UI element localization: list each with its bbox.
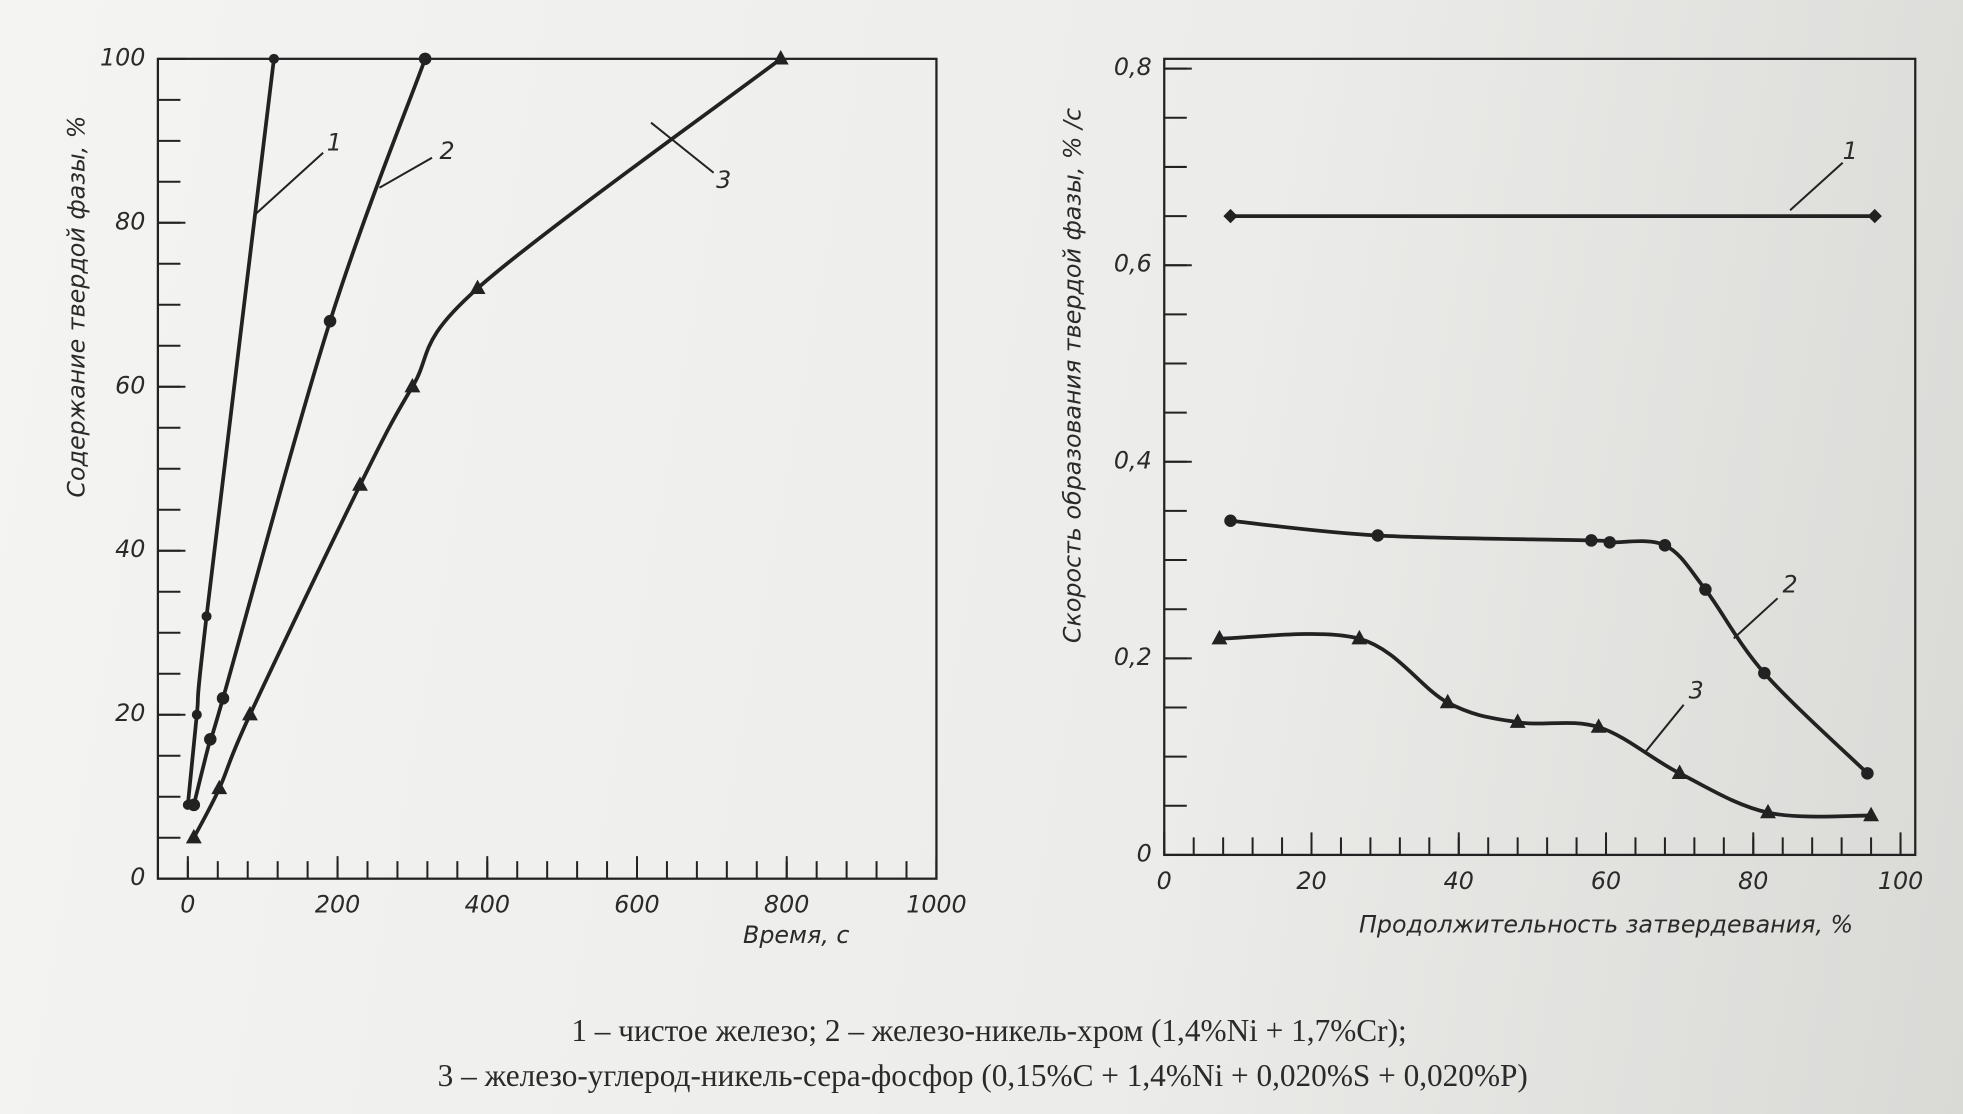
- caption: 1 – чистое железо; 2 – железо-никель-хро…: [571, 1013, 1406, 1048]
- marker: [1671, 764, 1688, 779]
- leader-line: [253, 151, 324, 217]
- x-tick-label: 100: [1878, 867, 1923, 895]
- x-tick-label: 400: [465, 891, 510, 919]
- x-tick-label: 1000: [906, 891, 966, 919]
- leader-line: [650, 121, 715, 174]
- plot-frame: [156, 57, 938, 880]
- y-tick-label: 0,8: [1114, 53, 1152, 81]
- marker: [187, 798, 201, 812]
- marker: [216, 692, 230, 705]
- caption: 3 – железо-углерод-никель-сера-фосфор (0…: [438, 1058, 1528, 1093]
- x-tick-label: 800: [764, 891, 809, 919]
- series-line: [1230, 518, 1869, 775]
- x-tick-label: 0: [180, 891, 195, 919]
- x-tick-label: 80: [1738, 867, 1768, 895]
- x-axis-label: Продолжительность затвердевания, %: [1359, 911, 1853, 939]
- marker: [1211, 629, 1228, 645]
- marker: [201, 611, 212, 622]
- leader-line: [1645, 704, 1685, 752]
- y-tick-label: 80: [115, 207, 145, 235]
- x-tick-label: 40: [1444, 867, 1474, 895]
- marker: [1439, 693, 1456, 709]
- marker: [204, 733, 217, 746]
- marker: [1699, 583, 1712, 596]
- leader-line: [1733, 597, 1779, 640]
- marker: [1658, 539, 1672, 552]
- y-axis-label: Скорость образования твердой фазы, % /с: [1059, 108, 1087, 643]
- x-tick-label: 600: [614, 891, 659, 919]
- leader-line: [378, 156, 433, 189]
- marker: [1509, 713, 1526, 728]
- plot-frame: [1163, 57, 1917, 857]
- marker: [211, 779, 228, 795]
- y-axis-label: Содержание твердой фазы, %: [62, 116, 90, 498]
- series-label: 2: [1783, 570, 1798, 598]
- x-tick-label: 0: [1157, 867, 1172, 895]
- series-label: 2: [439, 137, 454, 165]
- leader-line: [1789, 161, 1844, 212]
- y-tick-label: 0: [130, 863, 145, 891]
- marker: [1867, 208, 1882, 224]
- y-tick-label: 0,4: [1114, 446, 1152, 474]
- y-tick-label: 0,6: [1114, 250, 1152, 278]
- series-line: [1219, 632, 1872, 819]
- y-tick-label: 40: [115, 535, 145, 563]
- x-axis-label: Время, с: [743, 921, 849, 949]
- marker: [1351, 629, 1368, 645]
- marker: [1861, 767, 1874, 780]
- marker: [772, 50, 789, 65]
- series-label: 1: [1843, 137, 1858, 165]
- series-label: 3: [716, 166, 731, 194]
- x-tick-label: 200: [315, 891, 360, 919]
- marker: [1760, 803, 1776, 819]
- marker: [1371, 529, 1385, 542]
- y-tick-label: 20: [115, 699, 145, 727]
- marker: [1863, 806, 1880, 822]
- marker: [418, 52, 432, 66]
- marker: [1224, 514, 1237, 528]
- marker: [1585, 534, 1598, 547]
- series-label: 1: [327, 128, 342, 156]
- marker: [1223, 208, 1238, 224]
- marker: [185, 828, 202, 844]
- marker: [1590, 718, 1607, 733]
- x-tick-label: 60: [1591, 867, 1621, 895]
- marker: [469, 279, 486, 295]
- series-label: 3: [1689, 677, 1704, 705]
- marker: [1603, 536, 1616, 549]
- marker: [352, 476, 368, 491]
- marker: [268, 53, 279, 64]
- marker: [323, 314, 337, 328]
- series-line: [192, 57, 782, 839]
- y-tick-label: 60: [115, 371, 145, 399]
- marker: [242, 705, 258, 721]
- marker: [191, 709, 202, 720]
- marker: [404, 377, 421, 393]
- marker: [1758, 666, 1771, 680]
- x-tick-label: 20: [1296, 867, 1326, 895]
- y-tick-label: 100: [100, 43, 145, 71]
- y-tick-label: 0: [1137, 839, 1152, 867]
- y-tick-label: 0,2: [1114, 643, 1152, 671]
